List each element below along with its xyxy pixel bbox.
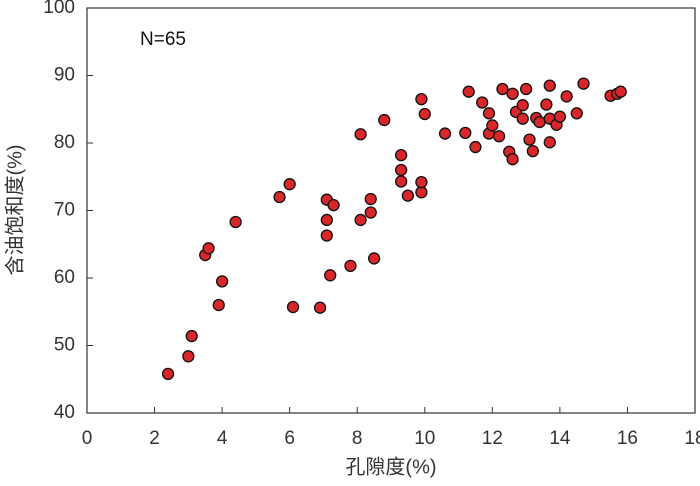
y-tick-label: 50 [54, 335, 75, 356]
point [327, 198, 340, 212]
point [415, 186, 428, 199]
x-axis-title: 孔隙度(%) [345, 455, 436, 478]
point [283, 178, 296, 191]
point [543, 136, 556, 149]
point [229, 215, 242, 229]
point [614, 85, 627, 98]
point [516, 112, 529, 125]
point [273, 190, 286, 204]
point [482, 107, 496, 120]
point [506, 153, 519, 166]
y-tick-label: 90 [54, 65, 75, 86]
point [516, 99, 529, 112]
point [354, 213, 367, 227]
point [560, 90, 573, 103]
point [506, 87, 519, 100]
x-tick-label: 4 [217, 428, 228, 449]
point [394, 175, 408, 188]
point [459, 126, 472, 140]
point [286, 300, 300, 314]
x-tick-label: 18 [684, 428, 700, 449]
point [492, 130, 506, 143]
point [320, 229, 333, 242]
plot-frame [86, 7, 696, 414]
point [364, 206, 377, 219]
point [523, 133, 536, 146]
point [394, 163, 408, 177]
point [367, 252, 381, 265]
point [553, 110, 567, 123]
point [401, 189, 415, 202]
point [344, 259, 357, 273]
x-tick-label: 2 [149, 428, 160, 449]
x-tick-label: 0 [82, 428, 93, 449]
annotation: N=65 [140, 29, 186, 50]
point [215, 275, 229, 288]
point [462, 85, 475, 98]
point [212, 298, 225, 312]
point [496, 82, 509, 96]
x-tick-label: 6 [284, 428, 295, 449]
x-tick-label: 12 [482, 428, 503, 449]
point [486, 119, 499, 132]
point [324, 269, 337, 282]
point [185, 329, 198, 343]
y-tick-label: 80 [54, 132, 75, 153]
point [469, 140, 482, 154]
point [543, 79, 556, 92]
x-tick-label: 16 [617, 428, 638, 449]
point [354, 128, 367, 141]
point [202, 242, 215, 255]
point [476, 96, 489, 109]
point [577, 77, 590, 90]
point [438, 127, 452, 140]
point [570, 107, 583, 120]
point [394, 148, 408, 162]
point [182, 350, 195, 363]
x-tick-label: 8 [352, 428, 363, 449]
point [526, 144, 540, 158]
point [540, 98, 553, 111]
point [161, 367, 175, 381]
point [415, 175, 428, 189]
y-tick-label: 70 [54, 200, 75, 221]
x-tick-label: 14 [549, 428, 571, 449]
point [415, 92, 428, 106]
y-tick-label: 40 [54, 402, 75, 423]
y-tick-label: 100 [43, 0, 75, 18]
y-axis-title: 含油饱和度(%) [3, 144, 26, 275]
point [519, 82, 533, 96]
point [313, 301, 327, 314]
point [378, 113, 391, 127]
x-tick-label: 10 [414, 428, 435, 449]
point [533, 115, 546, 129]
point [320, 213, 333, 227]
point [364, 192, 377, 206]
point [418, 107, 431, 121]
y-tick-label: 60 [54, 267, 75, 288]
